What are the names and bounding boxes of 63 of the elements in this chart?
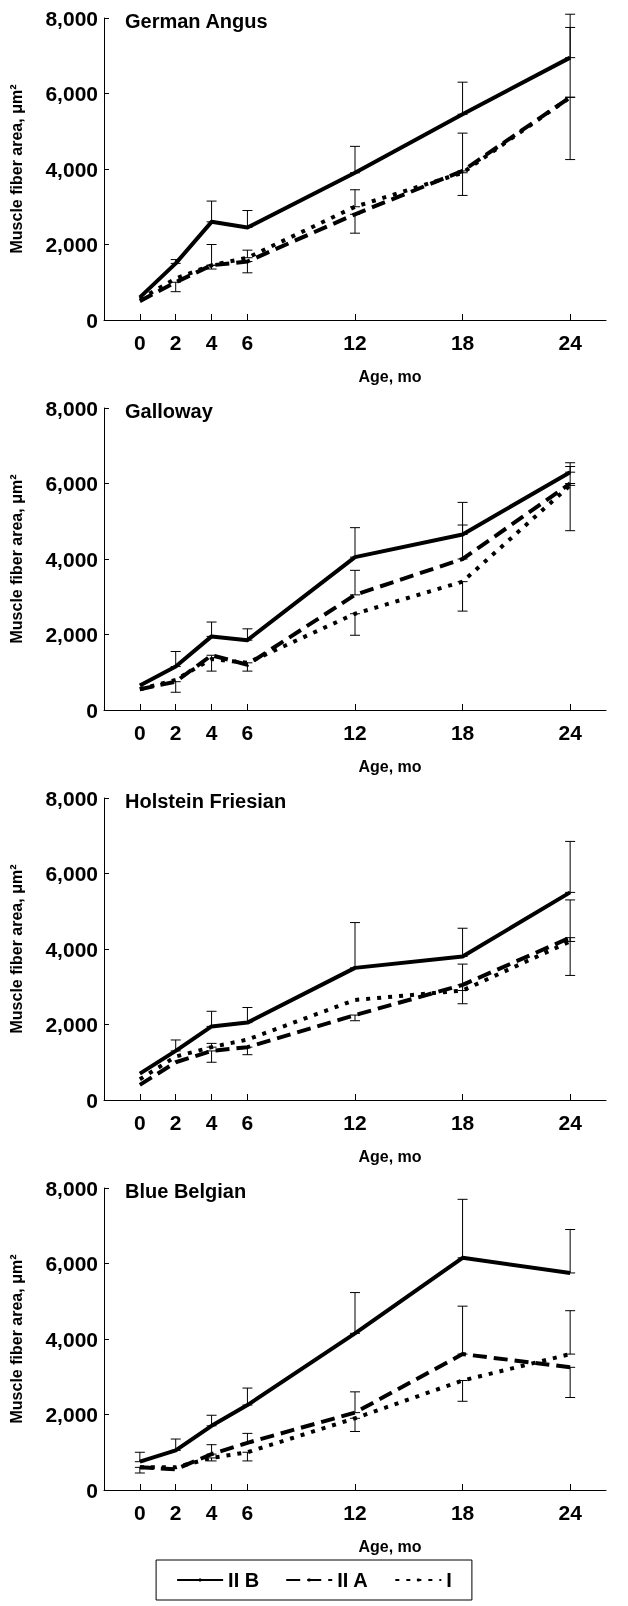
y-tick-label: 8,000: [45, 396, 98, 420]
x-tick-label: 6: [241, 1501, 254, 1524]
x-tick-label: 6: [241, 1111, 254, 1134]
y-tick-label: 8,000: [45, 1176, 98, 1200]
y-tick-label: 0: [86, 1088, 98, 1112]
y-tick-label: 2,000: [45, 1013, 98, 1036]
y-axis-title: Muscle fiber area, μm²: [7, 84, 25, 254]
x-tick-label: 0: [134, 1111, 146, 1134]
x-tick-label: 12: [343, 1111, 367, 1134]
x-tick-label: 24: [558, 331, 583, 354]
y-tick-label: 4,000: [45, 547, 98, 571]
x-tick-label: 24: [558, 1501, 583, 1524]
x-axis-title: Age, mo: [358, 757, 422, 775]
x-tick-label: 2: [169, 1501, 182, 1524]
x-tick-label: 0: [134, 331, 146, 354]
legend-label: II B: [228, 1569, 260, 1591]
x-tick-label: 6: [241, 331, 254, 354]
x-tick-label: 12: [343, 1501, 367, 1524]
x-tick-label: 4: [205, 1111, 218, 1134]
x-axis-title: Age, mo: [358, 1537, 422, 1555]
x-tick-label: 18: [450, 1111, 475, 1134]
x-tick-label: 18: [450, 1501, 475, 1524]
x-tick-label: 18: [450, 721, 475, 744]
x-tick-label: 2: [169, 1111, 182, 1134]
y-axis-title: Muscle fiber area, μm²: [7, 1254, 25, 1424]
y-tick-label: 0: [86, 698, 98, 722]
y-tick-label: 6,000: [45, 472, 98, 495]
y-tick-label: 4,000: [45, 937, 98, 961]
y-axis-title: Muscle fiber area, μm²: [7, 474, 25, 644]
x-tick-label: 4: [205, 721, 218, 744]
chart-title: Blue Belgian: [125, 1180, 247, 1202]
y-tick-label: 2,000: [45, 1403, 98, 1426]
x-tick-label: 6: [241, 721, 254, 744]
x-tick-label: 12: [343, 331, 367, 354]
legend-label: II A: [337, 1569, 368, 1591]
y-tick-label: 2,000: [45, 233, 98, 256]
x-tick-label: 24: [558, 1111, 583, 1134]
chart-title: Galloway: [125, 400, 214, 422]
x-tick-label: 2: [169, 721, 182, 744]
y-tick-label: 6,000: [45, 862, 98, 885]
x-tick-label: 18: [450, 331, 475, 354]
x-tick-label: 24: [558, 721, 583, 744]
legend-label: I: [446, 1569, 452, 1591]
y-tick-label: 0: [86, 308, 98, 332]
y-tick-label: 0: [86, 1478, 98, 1502]
x-axis-title: Age, mo: [358, 1147, 422, 1165]
y-tick-label: 8,000: [45, 786, 98, 810]
x-tick-label: 4: [205, 331, 218, 354]
y-tick-label: 6,000: [45, 82, 98, 105]
x-tick-label: 0: [134, 721, 146, 744]
y-tick-label: 4,000: [45, 1327, 98, 1351]
chart-title: German Angus: [125, 10, 268, 32]
x-axis-title: Age, mo: [358, 367, 422, 385]
y-tick-label: 4,000: [45, 157, 98, 181]
y-axis-title: Muscle fiber area, μm²: [7, 864, 25, 1034]
x-tick-label: 4: [205, 1501, 218, 1524]
y-tick-label: 6,000: [45, 1252, 98, 1275]
x-tick-label: 0: [134, 1501, 146, 1524]
y-tick-label: 8,000: [45, 6, 98, 30]
x-tick-label: 2: [169, 331, 182, 354]
y-tick-label: 2,000: [45, 623, 98, 646]
x-tick-label: 12: [343, 721, 367, 744]
chart-title: Holstein Friesian: [125, 790, 287, 812]
